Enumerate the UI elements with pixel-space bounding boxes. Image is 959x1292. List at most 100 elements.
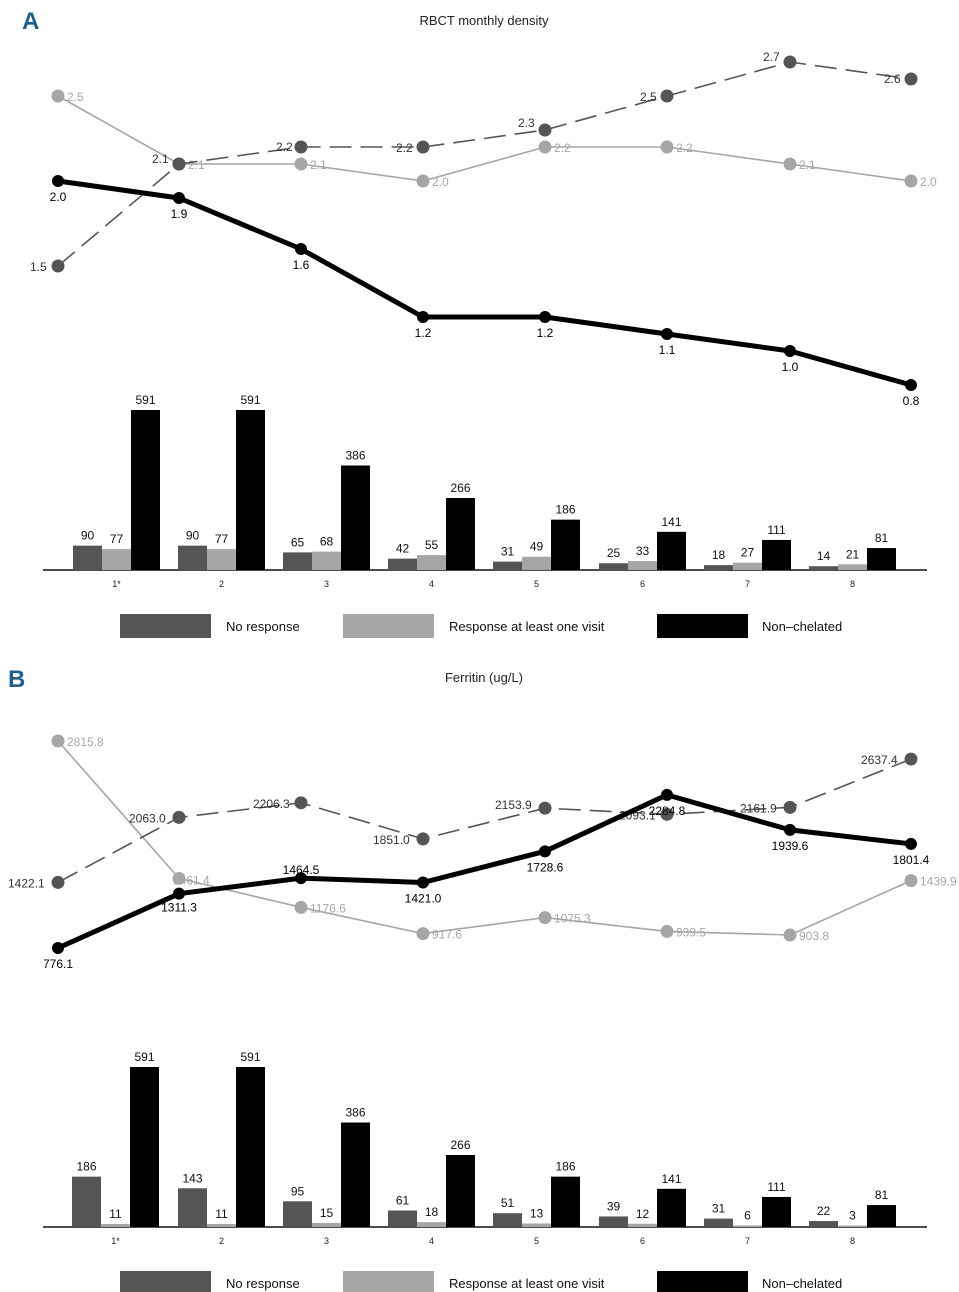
- bar-non_chelated: [867, 1205, 896, 1227]
- legend-label: Response at least one visit: [449, 619, 605, 634]
- bar-value-label: 25: [607, 546, 621, 560]
- bar-value-label: 186: [555, 1160, 575, 1174]
- data-label-response: 2.1: [310, 158, 327, 172]
- bar-value-label: 143: [182, 1171, 202, 1185]
- x-tick-label: 3: [324, 579, 329, 589]
- x-tick-label: 4: [429, 1236, 434, 1246]
- bar-non_chelated: [131, 410, 160, 570]
- panel-letter: B: [8, 666, 25, 693]
- bar-non_chelated: [446, 1154, 475, 1227]
- legend-label: No response: [226, 619, 300, 634]
- data-point-non_chelated: [417, 311, 429, 323]
- data-point-response: [538, 911, 552, 925]
- bar-value-label: 591: [240, 393, 260, 407]
- bar-value-label: 111: [767, 1180, 786, 1194]
- data-label-no_response: 2.5: [640, 90, 657, 104]
- bar-value-label: 77: [215, 532, 229, 546]
- x-tick-label: 1*: [112, 579, 121, 589]
- data-point-response: [783, 157, 797, 171]
- bar-value-label: 13: [530, 1206, 544, 1220]
- data-point-response: [51, 89, 65, 103]
- bar-value-label: 12: [636, 1207, 650, 1221]
- data-point-non_chelated: [661, 788, 673, 801]
- bar-value-label: 55: [425, 538, 439, 552]
- data-point-no_response: [294, 796, 308, 810]
- data-point-response: [416, 927, 430, 941]
- bar-no_response: [599, 563, 628, 570]
- legend-swatch-non_chelated: [657, 614, 748, 638]
- bar-value-label: 27: [741, 546, 755, 560]
- data-label-no_response: 2.6: [884, 72, 901, 86]
- bar-no_response: [388, 1210, 417, 1227]
- series-line-response: [57, 95, 912, 182]
- data-label-response: 2.2: [554, 141, 571, 155]
- x-tick-label: 8: [850, 579, 855, 589]
- data-label-non_chelated: 1.6: [293, 258, 310, 272]
- bar-no_response: [704, 565, 733, 570]
- bar-no_response: [283, 1201, 312, 1227]
- data-point-response: [294, 157, 308, 171]
- bar-no_response: [283, 552, 312, 570]
- data-label-response: 903.8: [799, 929, 829, 943]
- bar-response: [417, 555, 446, 570]
- x-tick-label: 5: [534, 1236, 539, 1246]
- bar-value-label: 39: [607, 1199, 621, 1213]
- bar-value-label: 266: [450, 481, 470, 495]
- bar-value-label: 33: [636, 544, 650, 558]
- data-label-response: 1075.3: [554, 912, 591, 926]
- bar-response: [312, 1222, 341, 1227]
- data-label-no_response: 1.5: [30, 260, 47, 274]
- data-label-no_response: 2063.0: [129, 811, 166, 825]
- data-point-response: [783, 928, 797, 942]
- bar-no_response: [599, 1216, 628, 1227]
- bar-response: [312, 551, 341, 570]
- bar-value-label: 266: [450, 1138, 470, 1152]
- data-point-no_response: [416, 832, 430, 846]
- data-point-no_response: [416, 140, 430, 154]
- bar-value-label: 68: [320, 535, 334, 549]
- bar-non_chelated: [657, 1188, 686, 1227]
- bar-value-label: 141: [661, 1172, 681, 1186]
- bar-response: [733, 562, 762, 570]
- data-point-response: [416, 174, 430, 188]
- bar-non_chelated: [236, 1067, 265, 1227]
- bar-non_chelated: [867, 548, 896, 570]
- data-label-response: 2.5: [67, 90, 84, 104]
- bar-value-label: 3: [849, 1209, 856, 1223]
- data-label-no_response: 1422.1: [8, 876, 45, 890]
- bar-non_chelated: [657, 531, 686, 570]
- data-label-non_chelated: 1.2: [415, 326, 432, 340]
- bar-response: [417, 1222, 446, 1227]
- bar-response: [207, 549, 236, 570]
- bar-value-label: 31: [501, 545, 515, 559]
- bar-value-label: 95: [291, 1184, 305, 1198]
- bar-value-label: 111: [767, 523, 786, 537]
- data-point-no_response: [51, 259, 65, 273]
- bar-value-label: 11: [215, 1207, 228, 1221]
- series-line-no_response: [57, 758, 912, 884]
- bar-response: [733, 1225, 762, 1227]
- data-label-no_response: 2.3: [518, 116, 535, 130]
- series-line-response: [57, 740, 912, 936]
- bar-no_response: [704, 1218, 733, 1227]
- x-tick-label: 2: [219, 1236, 224, 1246]
- data-point-response: [172, 871, 186, 885]
- data-point-non_chelated: [539, 311, 551, 323]
- data-point-non_chelated: [784, 345, 796, 357]
- data-label-response: 2.2: [676, 141, 693, 155]
- bar-response: [522, 1223, 551, 1227]
- bar-value-label: 186: [76, 1160, 96, 1174]
- data-label-response: 939.5: [676, 925, 706, 939]
- bar-value-label: 31: [712, 1202, 726, 1216]
- bar-value-label: 61: [396, 1193, 410, 1207]
- chart-title: RBCT monthly density: [419, 13, 549, 28]
- data-label-no_response: 2.1: [152, 152, 169, 166]
- bar-no_response: [809, 566, 838, 570]
- bar-response: [838, 564, 867, 570]
- legend-label: Response at least one visit: [449, 1276, 605, 1291]
- bar-value-label: 77: [110, 532, 124, 546]
- data-point-no_response: [660, 89, 674, 103]
- bar-response: [207, 1224, 236, 1227]
- bar-value-label: 386: [345, 448, 365, 462]
- data-point-no_response: [172, 157, 186, 171]
